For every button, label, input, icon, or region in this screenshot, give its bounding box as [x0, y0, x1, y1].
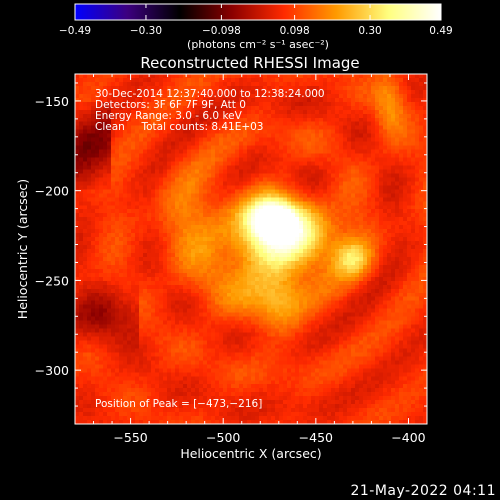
colorbar-tick-label: 0.098 [280, 25, 310, 37]
y-tick-label: −150 [35, 94, 69, 109]
colorbar-tick-label: 0.30 [358, 25, 381, 37]
plot-area: −550 −500 −450 −400 −150 −200 −250 −300 [35, 73, 428, 445]
colorbar-tick-label: 0.49 [429, 25, 452, 37]
x-axis-ticks: −550 −500 −450 −400 [93, 74, 428, 445]
annotation-block: 30-Dec-2014 12:37:40.000 to 12:38:24.000… [95, 88, 325, 410]
colorbar-tick-label: −0.49 [59, 25, 91, 37]
colorbar-ticks: −0.49 −0.30 −0.098 0.098 0.30 0.49 [59, 4, 453, 37]
x-tick-label: −500 [206, 430, 240, 445]
annotation-detectors: Detectors: 3F 6F 7F 9F, Att 0 [95, 99, 246, 111]
chart-title: Reconstructed RHESSI Image [140, 54, 359, 72]
colorbar-strip [74, 3, 442, 21]
y-axis-ticks: −150 −200 −250 −300 [35, 82, 427, 407]
plot-frame [74, 73, 428, 425]
y-axis-label: Heliocentric Y (arcsec) [15, 179, 30, 319]
y-tick-label: −200 [35, 184, 69, 199]
annotation-time-range: 30-Dec-2014 12:37:40.000 to 12:38:24.000 [95, 88, 325, 100]
colorbar: −0.49 −0.30 −0.098 0.098 0.30 0.49 (photons c… [59, 3, 453, 51]
y-tick-label: −300 [35, 363, 69, 378]
y-tick-label: −250 [35, 273, 69, 288]
x-axis-label: Heliocentric X (arcsec) [180, 446, 321, 461]
annotation-energy-range: Energy Range: 3.0 - 6.0 keV [95, 110, 243, 122]
colorbar-tick-label: −0.098 [202, 25, 241, 37]
colorbar-unit-label: (photons cm⁻² s⁻¹ asec⁻²) [187, 38, 329, 51]
annotation-peak-position: Position of Peak = [−473,−216] [95, 398, 262, 410]
heatmap-image [75, 74, 427, 424]
x-tick-label: −400 [391, 430, 425, 445]
x-tick-label: −450 [299, 430, 333, 445]
annotation-clean-counts: Clean Total counts: 8.41E+03 [95, 121, 264, 133]
footer-date: 21-May-2022 04:11 [350, 483, 496, 499]
x-tick-label: −550 [113, 430, 147, 445]
colorbar-tick-label: −0.30 [130, 25, 162, 37]
